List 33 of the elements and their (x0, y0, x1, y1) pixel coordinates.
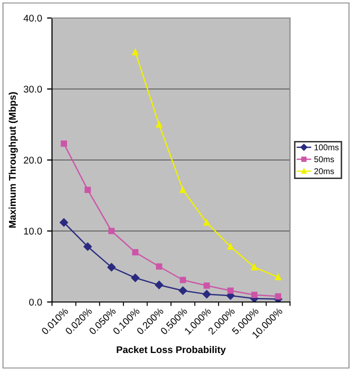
legend-label: 100ms (314, 144, 339, 150)
point (180, 276, 186, 284)
y-tick-label: 0.0 (29, 298, 42, 306)
y-axis-title: Maximum Throughput (Mbps) (8, 92, 18, 228)
point (156, 121, 162, 128)
point (132, 48, 138, 56)
y-tick-label: 40.0 (24, 14, 42, 22)
point (60, 218, 68, 227)
point (204, 282, 210, 289)
point (107, 263, 116, 272)
point (274, 274, 282, 280)
point (180, 186, 186, 193)
point (204, 219, 210, 226)
x-axis-title: Packet Loss Probability (116, 346, 226, 356)
point (132, 249, 138, 256)
legend-label: 20ms (314, 168, 334, 174)
point (131, 274, 140, 282)
point (84, 242, 92, 251)
point (60, 140, 68, 147)
y-tick-label: 20.0 (24, 156, 42, 164)
y-tick-label: 30.0 (24, 86, 42, 93)
point (227, 243, 234, 250)
point (178, 286, 188, 295)
point (202, 290, 211, 298)
point (108, 228, 115, 234)
y-tick-label: 10.0 (24, 228, 42, 235)
point (156, 263, 162, 270)
point (84, 186, 91, 193)
point (227, 288, 234, 294)
point (251, 292, 258, 298)
legend-label: 50ms (314, 156, 334, 162)
point (274, 293, 282, 300)
point (154, 280, 164, 290)
